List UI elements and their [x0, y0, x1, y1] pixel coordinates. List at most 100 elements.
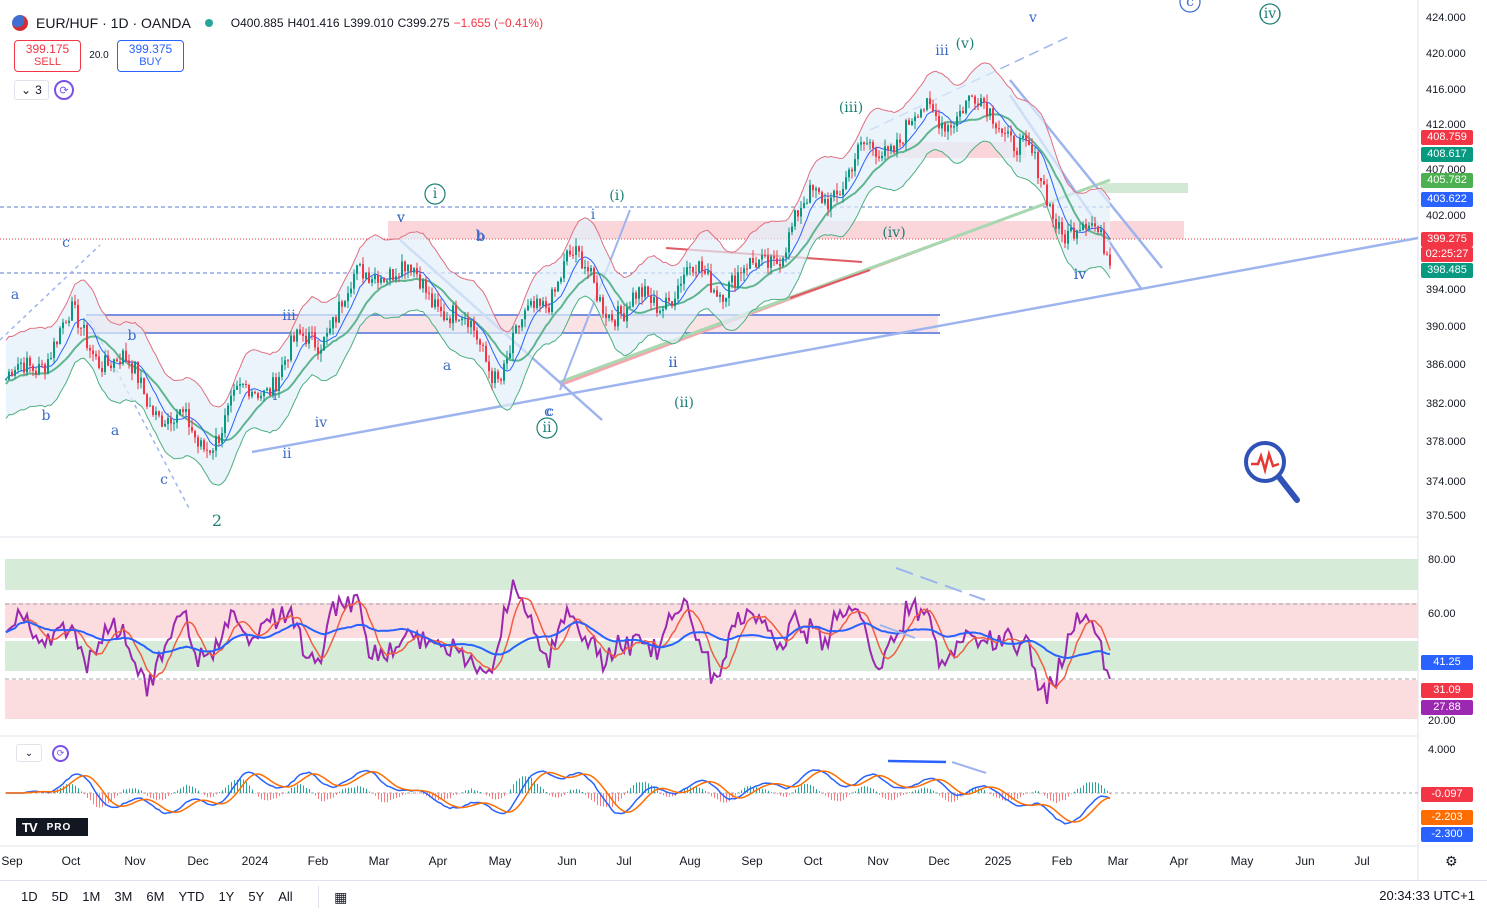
tradingview-logo[interactable]: TV PRO [16, 818, 88, 836]
macd-bar [345, 788, 346, 793]
magnifier-pulse-icon[interactable] [1243, 440, 1301, 506]
candles[interactable] [5, 91, 1111, 460]
clock[interactable]: 20:34:33 UTC+1 [1379, 888, 1475, 903]
candle-body [884, 146, 886, 156]
macd-bar [327, 793, 328, 800]
candle-body [242, 383, 244, 385]
macd-bar [213, 793, 214, 797]
candle-body [1031, 144, 1033, 154]
wave-label[interactable]: c [1186, 0, 1194, 10]
wave-label[interactable]: b [42, 408, 51, 424]
time-axis[interactable]: Sep Oct Nov Dec 2024 Feb Mar Apr May Jun Jul Aug Sep… [1, 854, 1369, 868]
wave-label[interactable]: v [1028, 10, 1037, 26]
green-trendline[interactable] [559, 178, 1111, 384]
candle-body [395, 276, 397, 280]
wave-label[interactable]: iii [282, 308, 296, 324]
rsi-divergence-line[interactable] [895, 567, 986, 601]
wave-label[interactable]: a [111, 423, 119, 439]
indicator-collapse-button[interactable]: ⌄ 3 [14, 80, 49, 100]
wave-label[interactable]: i [591, 207, 596, 223]
candle-body [254, 391, 256, 394]
rsi-line[interactable] [5, 579, 1111, 704]
range-1m[interactable]: 1M [82, 889, 101, 904]
range-ytd[interactable]: YTD [178, 889, 205, 904]
green-zone[interactable] [1100, 183, 1188, 193]
price-axis[interactable]: 424.000420.000416.000412.000407.000402.0… [1426, 12, 1466, 756]
rsi-divergence-line-2[interactable] [879, 624, 916, 639]
wave-label[interactable]: i [273, 388, 278, 404]
wave-label[interactable]: b [477, 229, 486, 245]
calendar-icon[interactable]: ▦ [317, 886, 347, 908]
macd-sync-icon[interactable]: ⟳ [52, 745, 69, 762]
wave-label[interactable]: ii [669, 355, 678, 371]
sell-button[interactable]: 399.175 SELL [14, 40, 81, 72]
wave-label[interactable]: ii [283, 446, 292, 462]
buy-button[interactable]: 399.375 BUY [117, 40, 184, 72]
candle-body [935, 111, 937, 116]
macd-bar [1017, 793, 1018, 799]
wave-label[interactable]: c [62, 235, 70, 251]
candle-body [824, 199, 826, 204]
range-5y[interactable]: 5Y [248, 889, 265, 904]
wave-label[interactable]: ii [669, 355, 678, 371]
dashed-rise[interactable] [0, 244, 101, 341]
wave-label[interactable]: b [476, 228, 485, 244]
gear-icon[interactable]: ⚙ [1445, 853, 1458, 869]
candle-body [227, 405, 229, 416]
macd-bar [936, 792, 937, 794]
macd-bar [912, 791, 913, 793]
wave-label[interactable]: v [396, 210, 405, 226]
macd-bar [819, 791, 820, 793]
candle-body [23, 362, 25, 373]
macd-divergence-line-2[interactable] [951, 761, 987, 774]
range-3m[interactable]: 3M [114, 889, 133, 904]
wave-label[interactable]: c [544, 404, 552, 420]
candle-body [503, 363, 505, 381]
candle-body [401, 261, 403, 277]
range-1y[interactable]: 1Y [218, 889, 235, 904]
wave-label[interactable]: 2 [212, 511, 222, 530]
price-tick: 386.000 [1426, 359, 1466, 371]
macd-bar [1089, 782, 1090, 793]
macd-collapse-button[interactable]: ⌄ [16, 744, 42, 762]
macd-bar [123, 789, 124, 793]
wave-label[interactable]: ii [543, 420, 552, 436]
long-trendline[interactable] [251, 236, 1419, 454]
range-1d[interactable]: 1D [21, 889, 38, 904]
red-line-2[interactable] [789, 269, 871, 299]
wave-label[interactable]: (i) [609, 188, 624, 204]
wave-label[interactable]: (iii) [839, 100, 863, 116]
wave-label[interactable]: i [433, 186, 438, 202]
wave-label[interactable]: iii [935, 43, 949, 59]
wave-label[interactable]: a [443, 358, 451, 374]
wave-label[interactable]: iv [315, 415, 327, 431]
wave-label[interactable]: (v) [956, 36, 975, 52]
macd-bar [804, 784, 805, 793]
wave-label[interactable]: iv [1074, 267, 1086, 283]
wave-label[interactable]: v [396, 210, 405, 226]
macd-bar [540, 786, 541, 793]
symbol-title[interactable]: EUR/HUF · 1D · OANDA [36, 15, 191, 31]
candle-body [32, 365, 34, 371]
range-5d[interactable]: 5D [51, 889, 69, 904]
wave-label[interactable]: (iv) [1258, 6, 1281, 22]
wave-label[interactable]: a [11, 287, 19, 303]
macd-divergence-line[interactable] [887, 759, 947, 764]
candle-body [569, 250, 571, 255]
macd-bar [903, 793, 904, 795]
wave-label[interactable]: (ii) [674, 395, 694, 411]
wave-label[interactable]: iv [1074, 267, 1086, 283]
wave-label[interactable]: (iv) [882, 225, 905, 241]
range-all[interactable]: All [278, 889, 293, 904]
wave-label[interactable]: b [128, 328, 137, 344]
wave-label[interactable]: c [160, 472, 168, 488]
macd-bar [375, 793, 376, 796]
candle-body [437, 299, 439, 307]
candle-body [749, 258, 751, 269]
candle-body [566, 250, 568, 262]
range-6m[interactable]: 6M [146, 889, 165, 904]
sync-icon[interactable]: ⟳ [54, 80, 74, 100]
wave-label[interactable]: c [546, 404, 554, 420]
